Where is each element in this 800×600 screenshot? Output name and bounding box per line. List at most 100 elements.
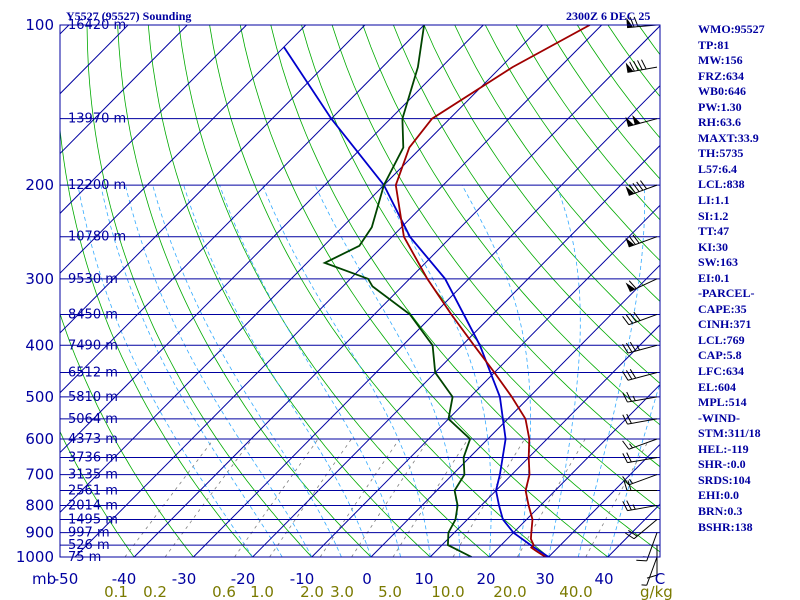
mixing-ratio-line [164, 438, 253, 557]
height-label: 2561 m [68, 484, 118, 499]
plot-border [59, 24, 661, 558]
wind-barb [622, 311, 658, 326]
wind-barb [641, 556, 658, 586]
sounding-index: CAP:5.8 [698, 348, 742, 363]
wind-barb-full [625, 532, 635, 540]
temperature-trace [394, 25, 591, 557]
sounding-index: CAPE:35 [698, 301, 747, 316]
dewpoint-trace [322, 25, 473, 557]
temperature-tick-label: -50 [54, 570, 79, 588]
sounding-index: LCL:838 [698, 177, 745, 192]
wind-barb-full [629, 61, 635, 72]
wind-barb-full [636, 181, 644, 191]
sounding-index: RH:63.6 [698, 115, 741, 130]
sounding-index: CINH:371 [698, 317, 752, 332]
mixing-ratio-tick-label: 0.2 [143, 583, 167, 600]
pressure-unit-label: mb [32, 570, 56, 588]
isotherm [133, 25, 660, 557]
wind-barb-full [625, 314, 633, 324]
height-label: 3135 m [68, 468, 118, 483]
height-label: 7490 m [68, 338, 118, 353]
temperature-tick-label: 0 [362, 570, 372, 588]
wind-barb-full [622, 371, 629, 381]
sounding-index: TT:47 [698, 224, 730, 239]
wind-barb [622, 369, 658, 381]
wind-barb-flag [632, 114, 641, 125]
wind-barb-full [629, 341, 637, 352]
wind-barb-full [626, 391, 632, 402]
sounding-index: TH:5735 [698, 146, 744, 161]
mixing-ratio-tick-label: 5.0 [378, 583, 402, 600]
wind-barb-full [622, 392, 628, 403]
wind-barb-full [627, 480, 632, 491]
wind-barb-full [629, 369, 637, 379]
moist-adiabat [380, 184, 492, 557]
height-label: 13970 m [68, 112, 126, 127]
isotherm [60, 25, 188, 155]
sounding-index: L57:6.4 [698, 161, 737, 176]
mixing-ratio-line [351, 438, 430, 557]
moist-adiabat [100, 185, 283, 557]
wind-barb-staff [628, 474, 658, 486]
indices-panel: WMO:95527 TP:81 MW:156 FRZ:634 WB0:646 PW:1.3… [698, 22, 798, 535]
temperature-tick-label: -20 [231, 570, 256, 588]
pressure-tick-label: 800 [25, 496, 54, 514]
isotherm [74, 25, 603, 557]
mixing-ratio-line [517, 438, 586, 557]
mixing-ratio-tick-label: 40.0 [559, 583, 592, 600]
sounding-index: -WIND- [698, 410, 740, 425]
sounding-index: BSHR:138 [698, 519, 753, 534]
wind-barb-flag [625, 186, 635, 196]
wind-barb [625, 234, 658, 248]
temperature-tick-label: 30 [535, 570, 554, 588]
wind-barb-full [626, 413, 632, 424]
wind-barb-full [641, 59, 647, 70]
moist-adiabat [183, 184, 372, 557]
wind-barb [622, 452, 658, 464]
temperature-tick-label: 20 [476, 570, 495, 588]
wind-barb-full [646, 574, 658, 579]
isotherm [311, 204, 660, 557]
sounding-index: PW:1.30 [698, 99, 742, 114]
wind-barb-staff [629, 278, 658, 292]
sounding-index: MPL:514 [698, 395, 747, 410]
wind-barb [646, 545, 658, 579]
wind-barb-staff [627, 504, 658, 512]
mixing-ratio-tick-label: 3.0 [330, 583, 354, 600]
mixing-ratio-line [124, 438, 215, 557]
isotherm [548, 443, 660, 557]
sounding-index: LI:1.1 [698, 193, 730, 208]
height-label: 6512 m [68, 366, 118, 381]
pressure-tick-label: 100 [25, 16, 54, 34]
height-label: 1495 m [68, 512, 118, 527]
wind-barb-staff [627, 372, 658, 381]
mixing-ratio-tick-label: 0.1 [104, 583, 128, 600]
isotherm [252, 144, 660, 557]
temperature-tick-label: 40 [594, 570, 613, 588]
wind-barb [625, 519, 658, 540]
wind-barb-full [636, 559, 647, 562]
wind-barb-full [629, 313, 637, 323]
mixing-ratio-tick-label: 10.0 [431, 583, 464, 600]
wind-barb [623, 480, 657, 492]
wind-barb-full [628, 530, 638, 537]
mixing-ratio-line [319, 438, 400, 557]
pressure-tick-label: 700 [25, 466, 54, 484]
background-reference-lines [60, 25, 660, 557]
wind-barb-full [633, 311, 641, 321]
wind-barb-full [625, 370, 633, 380]
isotherm [60, 25, 543, 514]
sounding-index: SHR-:0.0 [698, 457, 746, 472]
isotherm [429, 324, 660, 557]
moist-adiabat [125, 185, 313, 557]
height-label: 4373 m [68, 432, 118, 447]
sounding-index: SRDS:104 [698, 472, 751, 487]
dry-adiabat [178, 25, 490, 557]
wind-barb [625, 180, 658, 196]
wind-barb-full [637, 60, 643, 70]
sounding-index: WB0:646 [698, 84, 746, 99]
wind-barb [622, 391, 658, 403]
wind-barb-half [629, 479, 633, 484]
dry-adiabat [86, 25, 313, 557]
